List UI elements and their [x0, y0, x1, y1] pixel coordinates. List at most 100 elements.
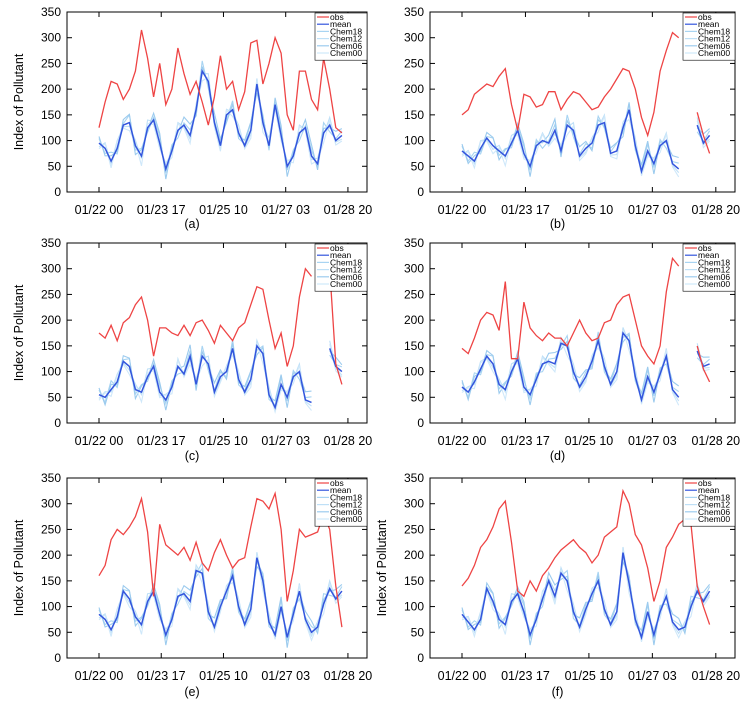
series-line-mean [98, 557, 343, 638]
y-tick-label: 300 [41, 262, 61, 276]
y-tick-label: 0 [54, 651, 61, 665]
y-tick-label: 50 [411, 390, 425, 404]
series-line-mean [98, 344, 343, 410]
legend-entry: mean [330, 250, 352, 260]
y-tick-label: 350 [41, 236, 61, 250]
x-tick-label: 01/27 03 [261, 434, 310, 448]
series-line-obs [98, 29, 343, 134]
y-tick-label: 50 [48, 159, 62, 173]
legend-entry: mean [698, 485, 720, 495]
legend-entry: obs [330, 243, 344, 253]
series-line-obs [461, 31, 711, 154]
y-tick-label: 50 [411, 625, 425, 639]
x-tick-label: 01/28 20 [324, 203, 373, 217]
y-tick-label: 200 [41, 313, 61, 327]
legend-entry: obs [698, 12, 712, 22]
legend-entry: Chem06 [330, 41, 362, 51]
panel-f: 0 50 100 150 200 250 300 350 01/22 00 01/23 17 01/… [375, 471, 740, 699]
x-tick-label: 01/27 03 [261, 669, 310, 683]
x-tick-label: 01/25 10 [199, 434, 248, 448]
y-tick-label: 50 [48, 625, 62, 639]
y-tick-label: 0 [417, 651, 424, 665]
x-tick-label: 01/27 03 [628, 434, 677, 448]
plot-frame [429, 242, 736, 424]
panel-e: 0 50 100 150 200 250 300 350 01/22 00 01/23 17 01/… [12, 471, 372, 699]
panel-label: (e) [184, 685, 199, 699]
legend-entry: Chem00 [698, 514, 730, 524]
legend-entry: obs [330, 478, 344, 488]
y-axis-label: Index of Pollutant [12, 284, 26, 381]
y-tick-label: 250 [404, 522, 424, 536]
legend-box [314, 12, 368, 61]
y-tick-label: 0 [417, 416, 424, 430]
y-tick-label: 100 [41, 365, 61, 379]
x-tick-label: 01/25 10 [565, 203, 614, 217]
x-tick-label: 01/28 20 [691, 434, 740, 448]
series-line-obs [98, 490, 343, 628]
legend-entry: Chem18 [698, 26, 730, 36]
series-line-obs [98, 267, 343, 385]
legend-entry: Chem18 [698, 257, 730, 267]
x-tick-label: 01/22 00 [75, 203, 124, 217]
y-tick-label: 250 [404, 56, 424, 70]
x-tick-label: 01/27 03 [261, 203, 310, 217]
panel-b: 0 50 100 150 200 250 300 350 01/22 00 01/23 17 01/… [404, 5, 740, 231]
y-tick-label: 350 [41, 471, 61, 485]
y-tick-label: 100 [404, 365, 424, 379]
series-line-chem06 [461, 333, 710, 406]
y-tick-label: 150 [404, 339, 424, 353]
legend-entry: Chem00 [698, 48, 730, 58]
series-line-chem00 [98, 76, 343, 169]
legend-entry: Chem12 [330, 500, 362, 510]
y-tick-label: 0 [417, 185, 424, 199]
legend-entry: mean [698, 250, 720, 260]
x-tick-label: 01/23 17 [137, 434, 186, 448]
legend-entry: Chem00 [330, 279, 362, 289]
x-tick-label: 01/28 20 [691, 669, 740, 683]
legend-entry: obs [698, 243, 712, 253]
y-tick-label: 300 [404, 497, 424, 511]
y-tick-label: 200 [404, 313, 424, 327]
plot-frame [429, 477, 736, 659]
y-tick-label: 150 [404, 108, 424, 122]
plot-frame [429, 11, 736, 193]
legend-box [682, 478, 736, 527]
series-line-mean [461, 552, 711, 641]
x-tick-label: 01/22 00 [75, 669, 124, 683]
legend-entry: mean [698, 19, 720, 29]
y-tick-label: 150 [41, 574, 61, 588]
y-tick-label: 100 [41, 134, 61, 148]
legend-entry: Chem06 [698, 272, 730, 282]
series-line-chem00 [98, 554, 343, 642]
legend-entry: Chem00 [698, 279, 730, 289]
x-tick-label: 01/22 00 [438, 434, 487, 448]
y-tick-label: 50 [48, 390, 62, 404]
x-tick-label: 01/25 10 [565, 434, 614, 448]
x-tick-label: 01/25 10 [565, 669, 614, 683]
x-tick-label: 01/23 17 [501, 669, 550, 683]
y-tick-label: 200 [41, 82, 61, 96]
y-tick-label: 150 [41, 339, 61, 353]
panel-d: 0 50 100 150 200 250 300 350 01/22 00 01/23 17 01/… [404, 236, 740, 463]
y-tick-label: 350 [41, 5, 61, 19]
y-axis-label: Index of Pollutant [12, 519, 26, 616]
y-axis-label: Index of Pollutant [12, 53, 26, 150]
legend-entry: Chem12 [330, 265, 362, 275]
legend-entry: Chem18 [698, 492, 730, 502]
panel-c: 0 50 100 150 200 250 300 350 01/22 00 01/23 17 01/… [12, 236, 372, 463]
series-line-chem18 [98, 560, 343, 642]
y-tick-label: 300 [404, 262, 424, 276]
y-tick-label: 100 [41, 600, 61, 614]
series-line-chem06 [461, 559, 711, 646]
y-tick-label: 300 [41, 31, 61, 45]
y-tick-label: 50 [411, 159, 425, 173]
legend-entry: mean [330, 19, 352, 29]
x-tick-label: 01/23 17 [137, 669, 186, 683]
legend-box [314, 243, 368, 292]
series-line-chem18 [98, 60, 343, 173]
y-tick-label: 250 [41, 287, 61, 301]
x-tick-label: 01/28 20 [324, 669, 373, 683]
y-tick-label: 250 [41, 522, 61, 536]
legend-box [682, 243, 736, 292]
y-tick-label: 100 [404, 134, 424, 148]
